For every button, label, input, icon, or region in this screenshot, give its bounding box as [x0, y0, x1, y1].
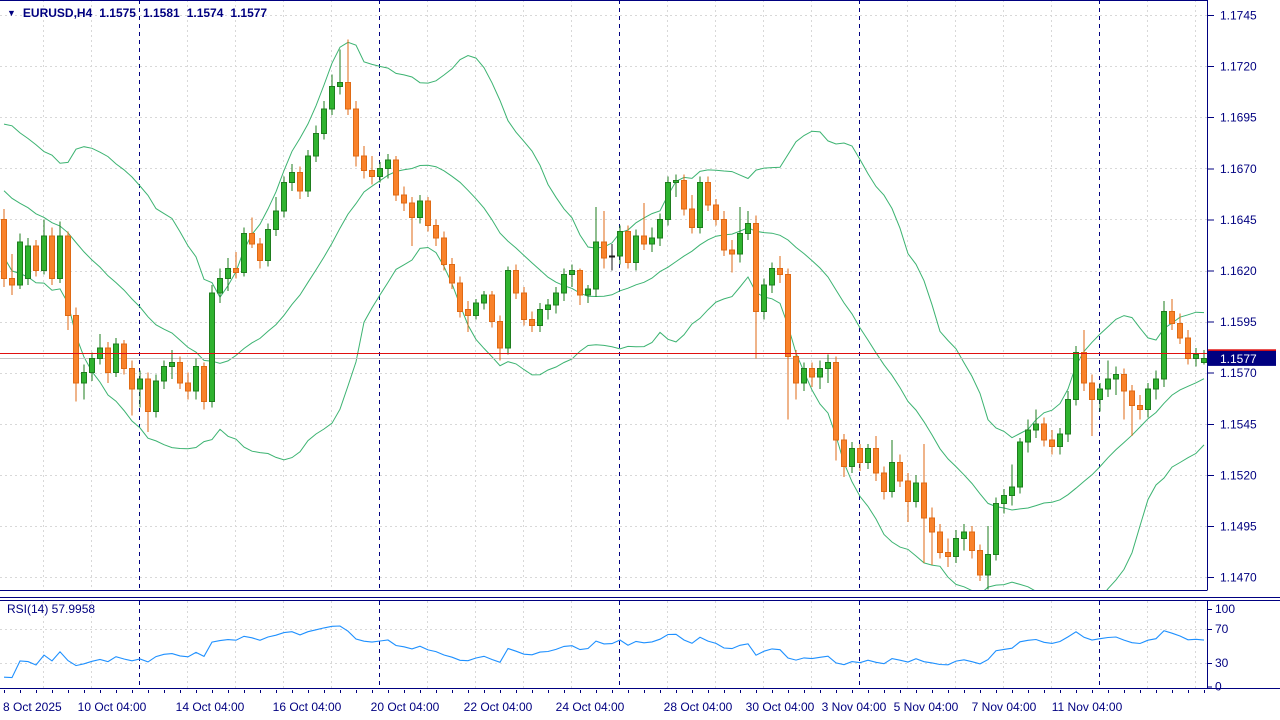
- current-price-tag-label: 1.1577: [1220, 352, 1257, 366]
- price-axis-label: 1.1670: [1220, 162, 1257, 176]
- price-axis-label: 1.1520: [1220, 468, 1257, 482]
- price-axis-label: 1.1470: [1220, 571, 1257, 585]
- time-axis-label: 14 Oct 04:00: [176, 700, 245, 714]
- price-axis-label: 1.1620: [1220, 264, 1257, 278]
- time-axis-label: 20 Oct 04:00: [371, 700, 440, 714]
- time-axis-label: 30 Oct 04:00: [746, 700, 815, 714]
- ohlc-close: 1.1577: [230, 6, 268, 20]
- time-axis[interactable]: 8 Oct 2025 10 Oct 04:00 14 Oct 04:00 16 Oct…: [3, 690, 1205, 714]
- candles-layer: [1, 39, 1207, 590]
- symbol-label: EURUSD,H4: [22, 6, 93, 20]
- time-axis-label: 11 Nov 04:00: [1052, 700, 1123, 714]
- chart-title: ▼ EURUSD,H4 1.1575 1.1581 1.1574 1.1577: [7, 6, 267, 20]
- time-axis-label: 22 Oct 04:00: [464, 700, 533, 714]
- time-axis-label: 8 Oct 2025: [3, 700, 62, 714]
- rsi-axis-label: 70: [1215, 622, 1229, 636]
- rsi-indicator-label: RSI(14) 57.9958: [7, 602, 96, 616]
- price-axis-label: 1.1495: [1220, 520, 1257, 534]
- time-axis-label: 10 Oct 04:00: [78, 700, 147, 714]
- current-price-tag: [1208, 350, 1276, 366]
- ohlc-low: 1.1574: [186, 6, 224, 20]
- price-axis-label: 1.1645: [1220, 213, 1257, 227]
- week-separators: [139, 0, 1100, 689]
- time-axis-label: 28 Oct 04:00: [664, 700, 733, 714]
- time-axis-label: 16 Oct 04:00: [273, 700, 342, 714]
- price-axis-label: 1.1695: [1220, 111, 1257, 125]
- time-axis-label: 5 Nov 04:00: [894, 700, 959, 714]
- price-axis-label: 1.1545: [1220, 417, 1257, 431]
- price-axis-label: 1.1595: [1220, 315, 1257, 329]
- ohlc-high: 1.1581: [142, 6, 180, 20]
- ohlc-open: 1.1575: [99, 6, 136, 20]
- rsi-axis-label: 100: [1215, 602, 1235, 616]
- time-axis-label: 3 Nov 04:00: [822, 700, 887, 714]
- price-axis-label: 1.1745: [1220, 9, 1257, 23]
- rsi-line: [3, 625, 1205, 679]
- price-axis-label: 1.1720: [1220, 60, 1257, 74]
- symbol-dropdown-icon[interactable]: ▼: [7, 7, 16, 18]
- time-axis-label: 24 Oct 04:00: [556, 700, 625, 714]
- price-axis-label: 1.1570: [1220, 366, 1257, 380]
- grid-layer: [0, 0, 1208, 689]
- price-axis[interactable]: 1.1745 1.1720 1.1695 1.1670 1.1645 1.1620 1.15…: [1208, 9, 1276, 585]
- rsi-axis-label: 30: [1215, 656, 1229, 670]
- time-axis-label: 7 Nov 04:00: [972, 700, 1037, 714]
- bollinger-bands: [3, 41, 1205, 590]
- rsi-axis[interactable]: 100 70 30 0: [1208, 602, 1235, 694]
- rsi-axis-label: 0: [1215, 680, 1222, 694]
- panel-borders: [0, 0, 1280, 689]
